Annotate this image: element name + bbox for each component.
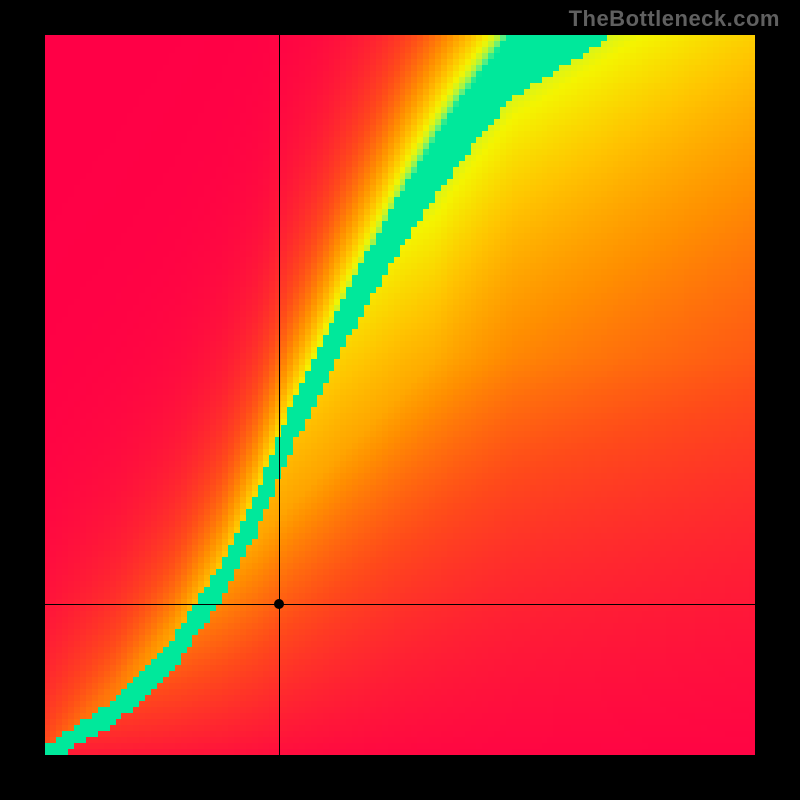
heatmap-canvas <box>45 35 755 755</box>
chart-container: TheBottleneck.com <box>0 0 800 800</box>
watermark-text: TheBottleneck.com <box>569 6 780 32</box>
crosshair-horizontal <box>45 604 755 605</box>
data-point-marker <box>274 599 284 609</box>
plot-area <box>45 35 755 755</box>
crosshair-vertical <box>279 35 280 755</box>
